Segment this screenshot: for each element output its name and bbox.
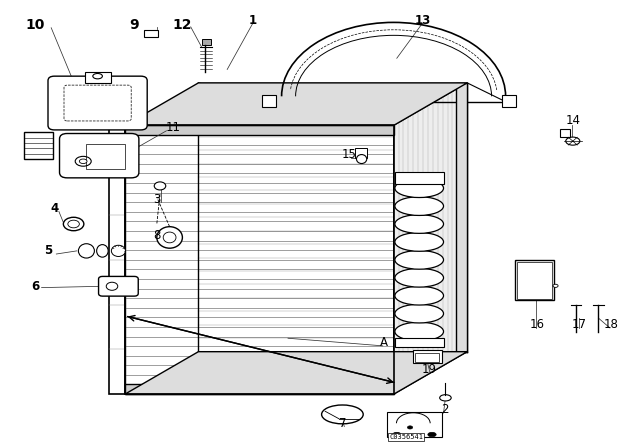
Ellipse shape [395,179,444,198]
Ellipse shape [93,73,102,79]
Bar [517,262,552,299]
Text: 9: 9 [129,17,140,32]
Text: 18: 18 [604,318,619,332]
Polygon shape [394,83,467,394]
Bar [395,338,444,347]
Polygon shape [125,384,394,394]
Bar [387,412,442,437]
Bar [515,260,554,300]
Text: 4: 4 [51,202,58,215]
Polygon shape [125,83,467,125]
Ellipse shape [395,233,444,251]
Bar [262,95,276,107]
FancyBboxPatch shape [64,85,131,121]
Bar [86,144,125,169]
Bar [413,350,442,363]
Polygon shape [125,352,467,394]
Text: 6: 6 [31,280,39,293]
FancyBboxPatch shape [48,76,147,130]
Ellipse shape [63,217,84,231]
Text: 3: 3 [153,193,161,206]
Bar [202,39,211,45]
Ellipse shape [68,220,79,228]
Bar [560,129,570,137]
Ellipse shape [408,426,413,429]
Ellipse shape [76,156,92,166]
Text: 15: 15 [341,148,356,161]
Text: A: A [380,336,388,349]
Text: 11: 11 [165,121,180,134]
Ellipse shape [395,322,444,341]
Text: 5: 5 [44,244,52,258]
Text: 17: 17 [572,318,587,332]
Ellipse shape [440,395,451,401]
Polygon shape [125,125,394,394]
FancyBboxPatch shape [60,134,139,178]
Ellipse shape [157,227,182,248]
Bar [415,353,439,362]
Ellipse shape [106,282,118,290]
Ellipse shape [395,250,444,269]
Bar [24,132,53,159]
Ellipse shape [395,304,444,323]
Bar [395,172,444,184]
Polygon shape [125,125,394,135]
Text: 7: 7 [339,417,346,430]
Ellipse shape [111,246,125,256]
Polygon shape [109,125,125,394]
Ellipse shape [553,284,558,288]
Ellipse shape [566,137,580,145]
Ellipse shape [395,197,444,215]
Ellipse shape [97,245,108,257]
Ellipse shape [395,215,444,233]
Bar [355,148,367,158]
Text: C0356541: C0356541 [389,434,423,440]
Text: 1: 1 [249,13,257,27]
Text: 10: 10 [26,17,45,32]
Ellipse shape [163,232,176,243]
Ellipse shape [395,286,444,305]
Text: 13: 13 [414,13,431,27]
Text: 12: 12 [173,17,192,32]
Text: 19: 19 [421,363,436,376]
Polygon shape [456,83,467,352]
FancyBboxPatch shape [99,276,138,296]
Text: 16: 16 [530,318,545,332]
Ellipse shape [428,432,436,437]
Bar [84,72,111,83]
Ellipse shape [79,244,95,258]
Ellipse shape [322,405,364,424]
Ellipse shape [395,268,444,287]
Text: 2: 2 [441,403,449,417]
Ellipse shape [154,182,166,190]
Ellipse shape [327,408,358,421]
Ellipse shape [79,159,87,164]
Ellipse shape [393,432,401,437]
Text: 8: 8 [153,228,161,242]
Text: 14: 14 [565,114,580,128]
Bar [144,30,158,37]
Bar [502,95,516,107]
Ellipse shape [356,155,367,164]
